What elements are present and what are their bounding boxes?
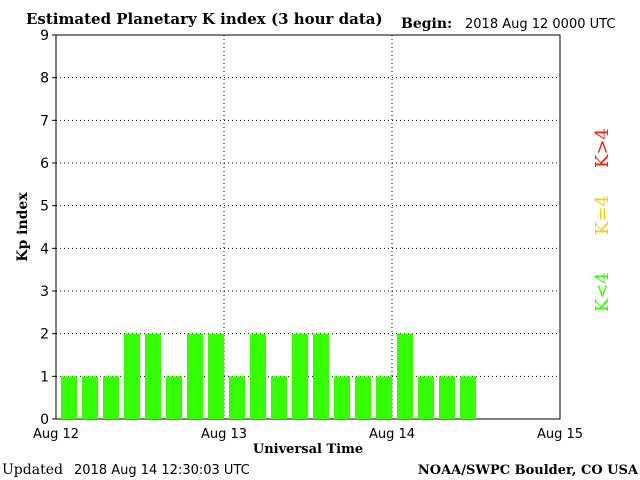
kp-bar (439, 376, 455, 419)
y-tick-label: 4 (40, 241, 49, 257)
kp-bar (250, 333, 266, 419)
y-tick-label: 1 (40, 369, 49, 385)
kp-bar (166, 376, 182, 419)
kp-bar (271, 376, 287, 419)
y-axis-label: Kp index (15, 192, 31, 262)
begin-label: Begin: (401, 16, 452, 32)
updated-value: 2018 Aug 14 12:30:03 UTC (74, 463, 250, 478)
kp-bar (376, 376, 392, 419)
kp-bar (313, 333, 329, 419)
kp-bar (355, 376, 371, 419)
y-ticks: 0 1 2 3 4 5 6 7 8 9 (40, 28, 56, 428)
kp-bar (82, 376, 98, 419)
y-tick-label: 2 (40, 327, 49, 343)
x-ticks: Aug 12 Aug 13 Aug 14 Aug 15 (33, 427, 583, 442)
kp-bar (397, 333, 413, 419)
legend-k-greater-4: K>4 (592, 128, 613, 168)
kp-bar (187, 333, 203, 419)
x-tick-label: Aug 14 (369, 427, 415, 442)
y-tick-label: 0 (40, 412, 49, 428)
kp-bar (208, 333, 224, 419)
x-tick-label: Aug 13 (201, 427, 247, 442)
kp-bar (124, 333, 140, 419)
y-tick-label: 7 (40, 113, 49, 129)
kp-bar (103, 376, 119, 419)
kp-bar (334, 376, 350, 419)
bars-layer (61, 333, 476, 419)
legend-k-equal-4: K=4 (592, 195, 613, 235)
kp-bar (61, 376, 77, 419)
kp-bar (145, 333, 161, 419)
y-tick-label: 9 (40, 28, 49, 44)
x-tick-label: Aug 12 (33, 427, 79, 442)
legend-k-less-4: K<4 (592, 272, 613, 312)
source-credit: NOAA/SWPC Boulder, CO USA (418, 463, 639, 478)
y-tick-label: 5 (40, 199, 49, 215)
updated-label: Updated (2, 462, 63, 478)
x-axis-label: Universal Time (253, 442, 363, 457)
y-tick-label: 8 (40, 71, 49, 87)
y-tick-label: 3 (40, 284, 49, 300)
y-tick-label: 6 (40, 156, 49, 172)
kp-bar (418, 376, 434, 419)
kp-bar (229, 376, 245, 419)
chart-title: Estimated Planetary K index (3 hour data… (26, 10, 383, 28)
x-tick-label: Aug 15 (537, 427, 583, 442)
begin-value: 2018 Aug 12 0000 UTC (465, 17, 615, 32)
kp-bar (292, 333, 308, 419)
kp-bar (460, 376, 476, 419)
